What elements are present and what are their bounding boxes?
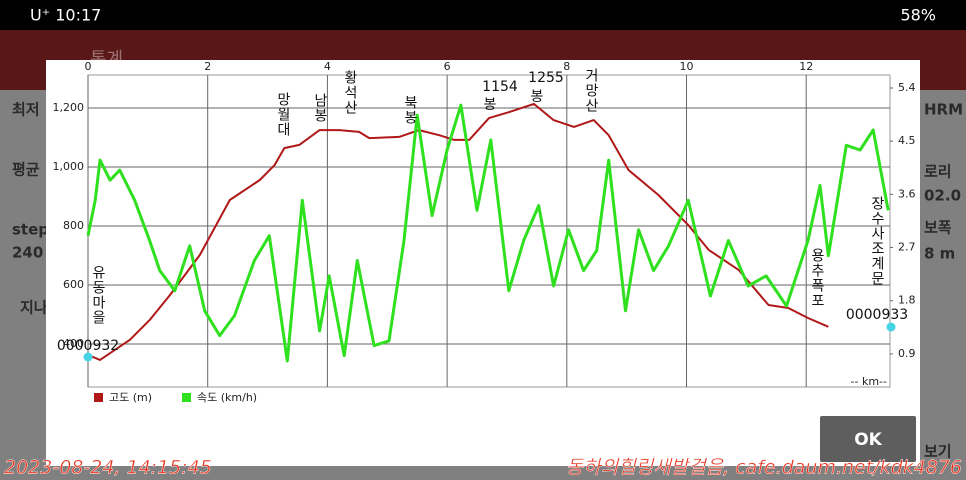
end-marker bbox=[886, 322, 896, 332]
annotation: 0000933 bbox=[846, 307, 908, 323]
annotation: 1255 bbox=[528, 70, 564, 86]
y-tick-label: 800 bbox=[63, 219, 84, 232]
series-line bbox=[87, 102, 829, 361]
legend-swatch bbox=[94, 393, 103, 402]
x-tick-label: 10 bbox=[680, 60, 694, 73]
bg-label: 02.0 bbox=[924, 187, 961, 205]
annotation: 망월대 bbox=[275, 92, 291, 137]
series-line bbox=[86, 103, 890, 363]
y-tick-label: 600 bbox=[63, 278, 84, 291]
annotation: 황석산 bbox=[342, 70, 358, 115]
x-tick-label: 0 bbox=[85, 60, 92, 73]
status-time: U⁺ 10:17 bbox=[30, 6, 101, 25]
bg-label: 로리 bbox=[924, 163, 952, 181]
bg-label: 보기 bbox=[924, 443, 952, 461]
x-tick-label: 8 bbox=[563, 60, 570, 73]
y2-tick-label: 3.6 bbox=[898, 187, 916, 200]
x-tick-label: 2 bbox=[204, 60, 211, 73]
annotation: 거망산 bbox=[583, 68, 599, 113]
annotation: 남봉 bbox=[312, 93, 328, 123]
y-tick-label: 1,000 bbox=[53, 160, 85, 173]
y2-tick-label: 2.7 bbox=[898, 241, 916, 254]
annotation: 용추폭포 bbox=[809, 248, 825, 308]
y2-tick-label: 1.8 bbox=[898, 294, 916, 307]
annotation: 1154 bbox=[482, 79, 518, 95]
annotation: 장수사조계문 bbox=[869, 196, 885, 286]
y2-tick-label: 4.5 bbox=[898, 134, 916, 147]
bg-label: 평균 bbox=[12, 161, 40, 179]
annotation: 봉 bbox=[531, 89, 544, 105]
ok-label[interactable]: OK bbox=[854, 430, 882, 450]
start-marker bbox=[83, 352, 93, 362]
annotation: 유동마을 bbox=[90, 265, 106, 325]
watermark-date: 2023-08-24, 14:15:45 bbox=[4, 457, 212, 479]
watermark-credit: 동하의힐링새발걸음, cafe.daum.net/kdk4876 bbox=[566, 457, 962, 479]
y2-tick-label: 5.4 bbox=[898, 81, 916, 94]
bg-label: 지나 bbox=[20, 299, 48, 317]
annotation: 0000932 bbox=[57, 338, 119, 354]
status-bar bbox=[0, 0, 966, 30]
bg-label: 보폭 bbox=[924, 219, 952, 237]
annotation: 북봉 bbox=[402, 95, 418, 125]
bg-label: 8 m bbox=[924, 245, 955, 263]
dialog bbox=[46, 60, 920, 466]
y2-tick-label: 0.9 bbox=[898, 347, 916, 360]
bg-label: 최저 bbox=[12, 101, 40, 119]
bg-label: HRM bbox=[924, 101, 963, 119]
bg-label: step bbox=[12, 221, 49, 239]
x-tick-label: 4 bbox=[324, 60, 331, 73]
y-tick-label: 400 bbox=[63, 337, 84, 350]
battery: 58% bbox=[900, 6, 936, 25]
y-tick-label: 1,200 bbox=[53, 101, 85, 114]
legend-label: 속도 (km/h) bbox=[197, 391, 257, 404]
legend-label: 고도 (m) bbox=[109, 391, 152, 404]
ok-button[interactable] bbox=[820, 416, 916, 462]
bg-label: 240 bbox=[12, 244, 43, 262]
x-tick-label: 12 bbox=[799, 60, 813, 73]
legend-swatch bbox=[182, 393, 191, 402]
x-tick-label: 6 bbox=[444, 60, 451, 73]
annotation: 봉 bbox=[484, 97, 497, 113]
x-axis-label: -- km-- bbox=[851, 375, 887, 388]
